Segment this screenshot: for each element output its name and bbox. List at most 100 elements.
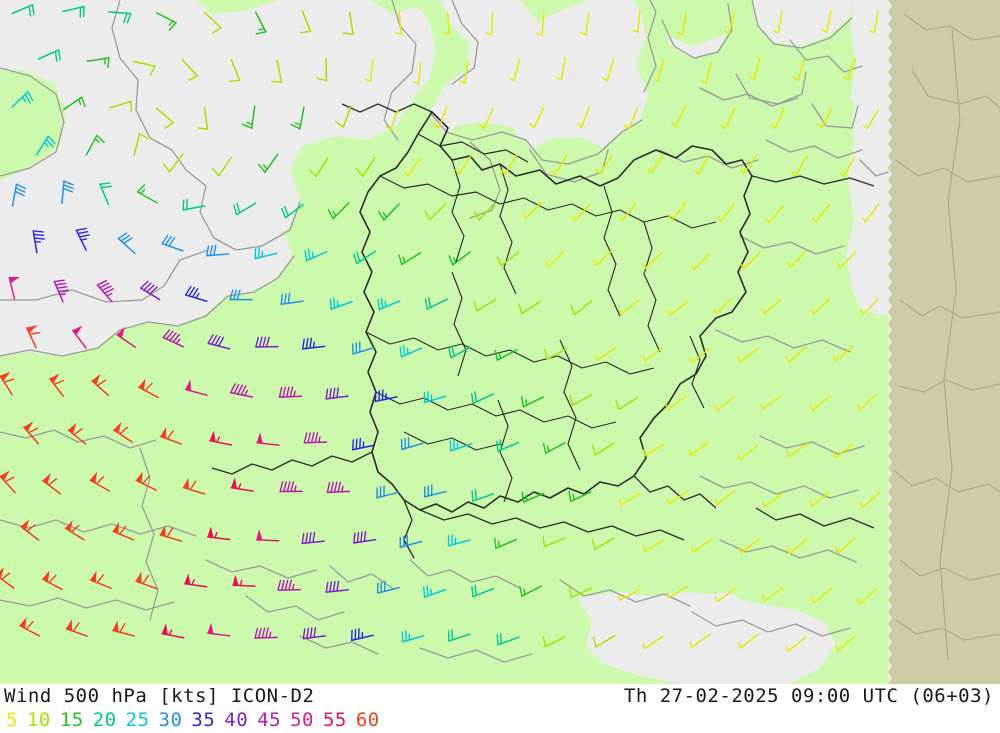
wind-barb [688, 348, 710, 364]
wind-barb [433, 106, 448, 129]
wind-barb [861, 203, 880, 223]
wind-barb [11, 91, 34, 108]
wind-barb [688, 441, 710, 456]
coastline-layer [0, 0, 889, 663]
wind-barb [385, 108, 399, 131]
wind-barb [836, 251, 857, 269]
wind-barb [670, 105, 687, 127]
wind-barb [519, 585, 543, 597]
wind-barb [32, 230, 45, 254]
wind-barb [443, 11, 451, 35]
wind-barb [352, 341, 375, 355]
grey-border-26 [759, 435, 865, 455]
wind-barb [762, 587, 784, 602]
wind-barb [667, 300, 689, 316]
wind-barb [61, 5, 85, 18]
wind-barb [737, 633, 759, 649]
neighbour-border-5 [633, 475, 717, 509]
wind-barb [49, 373, 64, 397]
wind-barb [20, 519, 40, 541]
wind-speed-legend: 5 10 15 20 25 30 35 40 45 50 55 60 [6, 708, 380, 732]
german-state-border-8 [375, 391, 617, 429]
wind-barb [739, 154, 757, 175]
grey-border-2 [0, 249, 209, 303]
wind-barb [376, 580, 400, 594]
german-state-border-11 [559, 339, 581, 471]
wind-barb [278, 386, 303, 398]
wind-barb [329, 297, 353, 310]
wind-barb [811, 587, 832, 604]
wind-barb [615, 396, 638, 411]
wind-barb [61, 180, 74, 204]
outside-border-2 [895, 159, 1000, 183]
wind-barb [327, 202, 350, 220]
wind-barb [569, 299, 593, 316]
wind-barb [737, 347, 759, 363]
outside-domain-layer [888, 0, 1000, 684]
wind-barb [448, 251, 472, 266]
green-patch-6 [530, 138, 606, 180]
wind-barb [351, 437, 376, 451]
wind-barb [508, 58, 521, 82]
wind-barb [211, 156, 232, 177]
wind-barb [666, 490, 688, 505]
wind-barb [716, 203, 735, 223]
wind-barb [811, 204, 830, 223]
legend-tick-20: 20 [92, 709, 117, 731]
wind-barb [618, 202, 637, 221]
map-canvas[interactable] [0, 0, 1000, 684]
outside-border-0 [903, 13, 1000, 41]
wind-barb [652, 58, 664, 82]
chart-title: Wind 500 hPa [kts] ICON-D2 [4, 685, 315, 707]
legend-tick-40: 40 [224, 709, 249, 731]
neighbour-border-1 [751, 175, 875, 187]
wind-barb [135, 471, 157, 491]
wind-barb [713, 396, 735, 412]
wind-barb [569, 586, 593, 599]
outside-border-4 [897, 379, 1000, 393]
legend-tick-60: 60 [355, 709, 380, 731]
wind-barb [496, 633, 520, 646]
wind-barb [594, 347, 617, 362]
wind-barb [617, 589, 641, 601]
wind-barb [342, 11, 354, 35]
wind-barb [447, 629, 471, 642]
grey-border-20 [245, 595, 345, 621]
wind-barb [412, 61, 422, 85]
wind-barb [569, 394, 593, 407]
wind-barb [207, 622, 231, 637]
wind-barb [592, 634, 616, 648]
wind-barb [520, 396, 545, 408]
wind-barb [65, 619, 88, 637]
legend-tick-30: 30 [158, 709, 183, 731]
green-patch-1 [196, 0, 278, 14]
wind-barb [72, 325, 87, 349]
german-state-border-13 [689, 335, 705, 409]
wind-barb [555, 57, 567, 81]
legend-tick-25: 25 [125, 709, 150, 731]
german-state-border-5 [603, 185, 621, 317]
grey-border-1 [0, 67, 65, 177]
wind-barb [700, 60, 713, 84]
legend-tick-15: 15 [59, 709, 84, 731]
german-state-border-2 [379, 175, 573, 211]
wind-barb [316, 57, 328, 82]
wind-barb [580, 12, 590, 36]
wind-barb [107, 11, 132, 24]
wind-barb [184, 573, 208, 588]
grey-border-29 [765, 139, 863, 159]
legend-tick-10: 10 [26, 709, 51, 731]
wind-barb [770, 107, 785, 130]
wind-barb [112, 620, 136, 637]
wind-barb [0, 567, 15, 589]
wind-barb [182, 477, 206, 495]
wind-barb [723, 11, 735, 35]
wind-barb [376, 485, 400, 499]
wind-barb [449, 439, 473, 452]
wind-barb [816, 107, 833, 129]
wind-barb [91, 374, 110, 397]
wind-barb [301, 337, 326, 350]
wind-barb [136, 184, 158, 204]
chart-datetime: Th 27-02-2025 09:00 UTC (06+03) [623, 685, 994, 707]
wind-barb [184, 285, 208, 303]
